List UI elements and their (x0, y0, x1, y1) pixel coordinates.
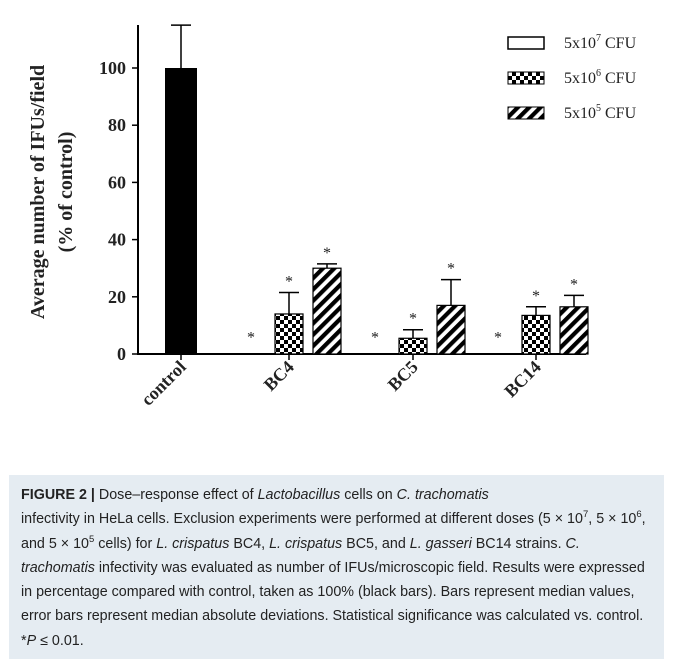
bar-checker (521, 314, 551, 355)
caption-text: cells) for (94, 535, 157, 552)
legend-swatch-checker (507, 71, 545, 85)
y-axis-title-line1: Average number of IFUs/field (27, 65, 49, 319)
figure-caption: FIGURE 2 | Dose–response effect of Lacto… (9, 475, 664, 659)
caption-text: infectivity was evaluated as number of I… (21, 559, 645, 649)
legend-label-exp: 7 (596, 33, 601, 44)
caption-text: cells on (340, 487, 397, 503)
bars: * * * * * * * * * (165, 24, 589, 355)
caption-text: Dose–response effect of (94, 487, 258, 503)
legend-label-unit: CFU (601, 105, 637, 122)
bar-checker (274, 313, 304, 355)
caption-text: , 5 × 10 (588, 511, 637, 528)
y-tick-label: 100 (99, 58, 126, 78)
caption-text: , and 5 × 10 (21, 511, 646, 552)
bar-diagonal (559, 306, 589, 355)
significance-marker: * (285, 274, 293, 291)
legend-item: 5x106 CFU (507, 68, 637, 87)
y-tick-label: 0 (117, 344, 126, 364)
caption-text: BC5, and (342, 535, 410, 552)
legend: 5x107 CFU 5x106 CFU 5x105 CFU (507, 33, 637, 122)
caption-italic: P (26, 632, 37, 649)
x-tick-label: BC5 (384, 357, 422, 395)
figure-label: FIGURE 2 | (21, 487, 95, 503)
caption-italic: L. crispatus (156, 535, 230, 552)
caption-italic: Lactobacillus (257, 487, 341, 503)
y-axis-title-line2: (% of control) (55, 132, 77, 253)
significance-marker: * (570, 276, 578, 293)
caption-italic: L. crispatus (269, 535, 343, 552)
bar-diagonal (312, 267, 342, 355)
significance-marker: * (409, 311, 417, 328)
bar-control (165, 68, 197, 354)
svg-text:5x106 CFU: 5x106 CFU (564, 68, 637, 87)
y-tick-label: 80 (108, 115, 126, 135)
y-tick-label: 20 (108, 287, 126, 307)
legend-label-unit: CFU (601, 70, 637, 87)
legend-label-unit: CFU (601, 35, 637, 52)
significance-marker: * (494, 329, 502, 346)
legend-label-exp: 6 (596, 68, 601, 79)
y-tick-label: 40 (108, 230, 126, 250)
legend-label-base: 5x10 (564, 70, 596, 87)
bar-checker (398, 337, 428, 355)
caption-italic: C. trachomatis (396, 487, 489, 503)
caption-text: infectivity in HeLa cells. Exclusion exp… (21, 511, 583, 528)
significance-marker: * (532, 288, 540, 305)
caption-superscript: 5 (88, 533, 95, 545)
bar-diagonal (436, 304, 466, 355)
y-ticks: 0 20 40 60 80 100 (99, 58, 138, 364)
svg-text:5x105 CFU: 5x105 CFU (564, 103, 637, 122)
x-tick-label: BC14 (500, 357, 545, 402)
legend-swatch-diagonal (507, 106, 545, 120)
caption-superscript: 7 (582, 509, 589, 521)
legend-label-exp: 5 (596, 103, 601, 114)
x-tick-label: BC4 (260, 357, 298, 395)
caption-italic: L. gasseri (409, 535, 472, 552)
caption-text: ≤ 0.01. (36, 632, 84, 649)
svg-text:5x107 CFU: 5x107 CFU (564, 33, 637, 52)
caption-italic: C. trachomatis (21, 535, 580, 576)
significance-marker: * (371, 329, 379, 346)
caption-text: BC14 strains. (471, 535, 566, 552)
bar-chart: Average number of IFUs/field (% of contr… (27, 24, 637, 409)
caption-superscript: 6 (636, 509, 642, 521)
significance-marker: * (247, 329, 255, 346)
x-tick-label: control (137, 357, 190, 410)
y-tick-label: 60 (108, 172, 126, 192)
significance-marker: * (323, 245, 331, 262)
x-categories: control BC4 BC5 BC14 (137, 354, 545, 409)
legend-label-base: 5x10 (564, 105, 596, 122)
legend-label-base: 5x10 (564, 35, 596, 52)
caption-text: BC4, (229, 535, 270, 552)
legend-item: 5x105 CFU (507, 103, 637, 122)
significance-marker: * (447, 261, 455, 278)
legend-item: 5x107 CFU (507, 33, 637, 52)
legend-swatch-white (507, 36, 545, 50)
